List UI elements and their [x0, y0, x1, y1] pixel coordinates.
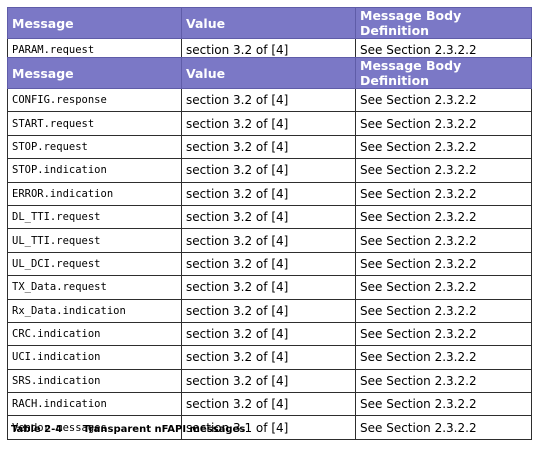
body-definition-cell: See Section 2.3.2.2 — [355, 345, 532, 370]
value-cell: section 3.2 of [4] — [181, 251, 356, 277]
body-definition-cell: See Section 2.3.2.2 — [355, 321, 532, 347]
body-definition-cell: See Section 2.3.2.2 — [355, 228, 532, 253]
header-message: Message — [7, 7, 182, 39]
body-definition-cell: See Section 2.3.2.2 — [355, 415, 532, 440]
caption-title: Transparent nFAPI messages — [83, 424, 246, 435]
message-cell: SRS.indication — [7, 368, 182, 394]
body-definition-cell: See Section 2.3.2.2 — [355, 158, 532, 183]
table-row: START.request section 3.2 of [4] See Secti… — [7, 111, 532, 136]
header-message: Message — [7, 57, 182, 89]
body-definition-cell: See Section 2.3.2.2 — [355, 87, 532, 113]
value-cell: section 3.2 of [4] — [181, 158, 356, 183]
header-body-definition: Message Body Definition — [355, 7, 532, 39]
message-cell: RACH.indication — [7, 392, 182, 417]
value-cell: section 3.2 of [4] — [181, 204, 356, 230]
value-cell: section 3.2 of [4] — [181, 321, 356, 347]
table-row: CONFIG.response section 3.2 of [4] See Sec… — [7, 87, 532, 113]
value-cell: section 3.2 of [4] — [181, 87, 356, 113]
message-cell: Rx_Data.indication — [7, 298, 182, 323]
table-row: STOP.indication section 3.2 of [4] See Sec… — [7, 158, 532, 183]
table-row: Vendor messages section 3.1 of [4] See Sec… — [7, 415, 532, 440]
value-cell: section 3.2 of [4] — [181, 181, 356, 206]
table-row: UL_DCI.request section 3.2 of [4] See Sect… — [7, 251, 532, 277]
body-definition-cell: See Section 2.3.2.2 — [355, 368, 532, 394]
body-definition-cell: See Section 2.3.2.2 — [355, 275, 532, 300]
message-cell: STOP.indication — [7, 158, 182, 183]
caption-number: Table 2-4 — [11, 424, 63, 435]
table-row: UCI.indication section 3.2 of [4] See Sect… — [7, 345, 532, 370]
message-cell: CRC.indication — [7, 321, 182, 347]
table-caption: Table 2-4 Transparent nFAPI messages — [11, 424, 245, 435]
value-cell: section 3.2 of [4] — [181, 392, 356, 417]
value-cell: section 3.2 of [4] — [181, 134, 356, 160]
table-row: STOP.request section 3.2 of [4] See Sectio… — [7, 134, 532, 160]
param-table: Message Value Message Body Definition PA… — [7, 7, 532, 62]
value-cell: section 3.2 of [4] — [181, 345, 356, 370]
table-row: DL_TTI.request section 3.2 of [4] See Sect… — [7, 204, 532, 230]
message-cell: STOP.request — [7, 134, 182, 160]
body-definition-cell: See Section 2.3.2.2 — [355, 134, 532, 160]
message-cell: TX_Data.request — [7, 275, 182, 300]
table-row: SRS.indication section 3.2 of [4] See Sect… — [7, 368, 532, 394]
body-definition-cell: See Section 2.3.2.2 — [355, 181, 532, 206]
messages-table: Message Value Message Body Definition CO… — [7, 57, 532, 440]
table-row: Rx_Data.indication section 3.2 of [4] See … — [7, 298, 532, 323]
message-cell: UL_TTI.request — [7, 228, 182, 253]
table-row: TX_Data.request section 3.2 of [4] See Sec… — [7, 275, 532, 300]
body-definition-cell: See Section 2.3.2.2 — [355, 251, 532, 277]
table-row: UL_TTI.request section 3.2 of [4] See Sect… — [7, 228, 532, 253]
header-row: Message Value Message Body Definition — [7, 57, 532, 89]
message-cell: UCI.indication — [7, 345, 182, 370]
table-row: ERROR.indication section 3.2 of [4] See Se… — [7, 181, 532, 206]
value-cell: section 3.2 of [4] — [181, 368, 356, 394]
table-row: RACH.indication section 3.2 of [4] See Sec… — [7, 392, 532, 417]
value-cell: section 3.2 of [4] — [181, 111, 356, 136]
header-row: Message Value Message Body Definition — [7, 7, 532, 39]
table-row: CRC.indication section 3.2 of [4] See Sect… — [7, 321, 532, 347]
body-definition-cell: See Section 2.3.2.2 — [355, 298, 532, 323]
message-cell: START.request — [7, 111, 182, 136]
value-cell: section 3.2 of [4] — [181, 228, 356, 253]
message-cell: Vendor messages — [7, 415, 182, 440]
body-definition-cell: See Section 2.3.2.2 — [355, 392, 532, 417]
header-value: Value — [181, 7, 356, 39]
message-cell: ERROR.indication — [7, 181, 182, 206]
message-cell: CONFIG.response — [7, 87, 182, 113]
header-body-definition: Message Body Definition — [355, 57, 532, 89]
message-cell: DL_TTI.request — [7, 204, 182, 230]
value-cell: section 3.2 of [4] — [181, 298, 356, 323]
body-definition-cell: See Section 2.3.2.2 — [355, 204, 532, 230]
message-cell: UL_DCI.request — [7, 251, 182, 277]
header-value: Value — [181, 57, 356, 89]
body-definition-cell: See Section 2.3.2.2 — [355, 111, 532, 136]
value-cell: section 3.2 of [4] — [181, 275, 356, 300]
